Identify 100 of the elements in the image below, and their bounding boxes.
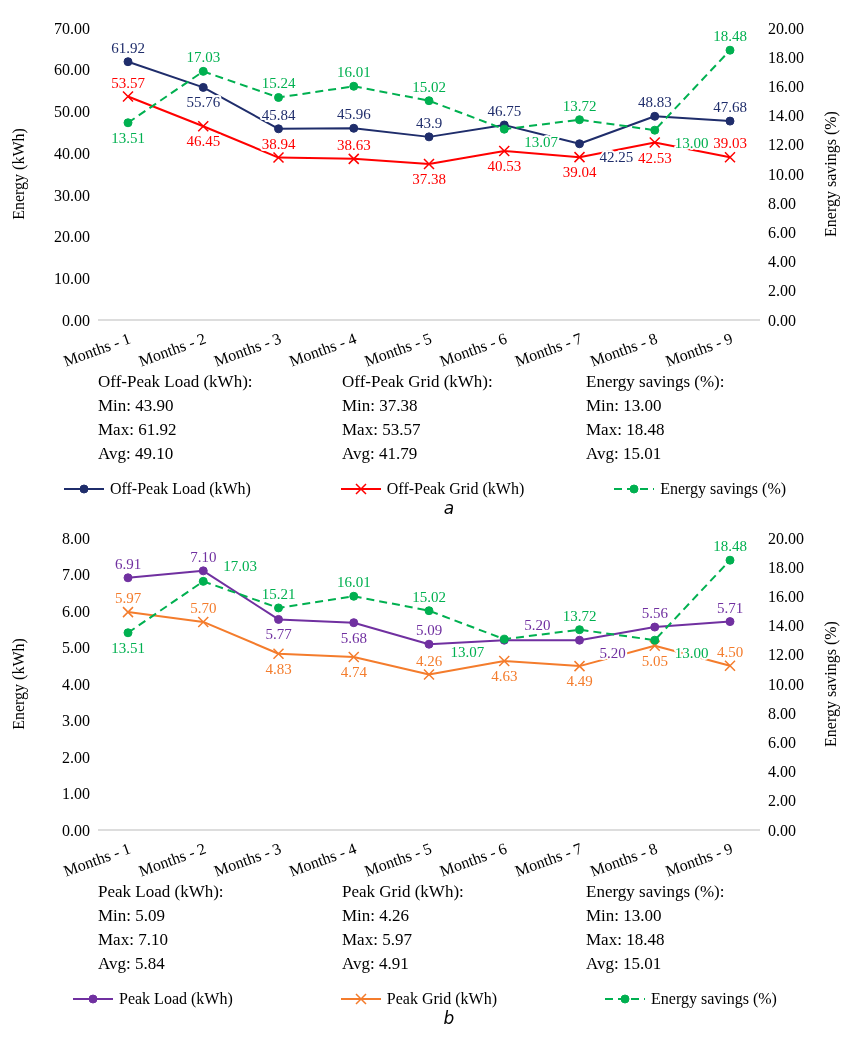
y2-tick-label: 0.00 — [768, 311, 796, 329]
text: b — [442, 1008, 456, 1028]
point — [272, 151, 285, 164]
data-label: 46.45 — [186, 133, 221, 150]
x-tick-label: Months - 7 — [512, 329, 585, 370]
y-axis-title: Energy (kWh) — [9, 638, 28, 730]
x-tick-label: Months - 4 — [286, 329, 359, 370]
y2-tick-label: 0.00 — [768, 821, 796, 839]
data-label: 16.01 — [336, 64, 371, 81]
data-label: 4.50 — [716, 643, 744, 660]
point — [650, 125, 660, 135]
point — [424, 606, 434, 616]
data-label: 15.02 — [412, 78, 446, 95]
data-label: 38.63 — [336, 136, 371, 153]
y2-tick-label: 4.00 — [768, 253, 796, 271]
y-tick-label: 50.00 — [54, 103, 90, 121]
point — [725, 45, 735, 55]
point — [349, 81, 359, 91]
point — [197, 120, 209, 132]
legend-label: Off-Peak Grid (kWh) — [386, 480, 525, 498]
text: Off-Peak Grid (kWh): Min: 37.38 Max: 53.57 Avg: 41.79 — [342, 371, 494, 465]
y-tick-label: 40.00 — [54, 144, 90, 162]
y2-tick-label: 2.00 — [768, 282, 796, 300]
point — [575, 625, 584, 635]
data-label: 45.96 — [336, 106, 372, 123]
text: Energy savings (%): Min: 13.00 Max: 18.48 Avg: 15.01 — [586, 371, 726, 465]
data-label: 5.20 — [524, 617, 551, 634]
data-label: 40.53 — [487, 157, 522, 174]
y2-axis-title: Energy savings (%) — [821, 111, 840, 237]
data-label: 46.75 — [487, 102, 522, 119]
point — [424, 639, 434, 649]
y-tick-label: 1.00 — [62, 785, 90, 803]
text: Off-Peak Load (kWh): Min: 43.90 Max: 61.92 Avg: 49.10 — [98, 371, 254, 465]
point — [198, 566, 208, 576]
y-tick-label: 4.00 — [62, 675, 90, 693]
y-tick-label: 5.00 — [62, 639, 90, 657]
data-label: 39.03 — [713, 135, 747, 152]
y2-axis-title: Energy savings (%) — [821, 621, 840, 747]
y-tick-label: 3.00 — [62, 712, 90, 730]
point — [122, 606, 134, 618]
y2-tick-label: 20.00 — [768, 529, 804, 547]
data-label: 18.48 — [713, 28, 747, 45]
y-tick-label: 70.00 — [54, 19, 90, 37]
point — [122, 90, 134, 103]
data-label: 48.83 — [637, 94, 672, 111]
point — [348, 651, 360, 663]
text: Peak Load (kWh): Min: 5.09 Max: 7.10 Avg: 5.84 — [98, 881, 225, 975]
data-label: 5.70 — [190, 599, 217, 616]
y2-tick-label: 12.00 — [768, 646, 804, 664]
y2-tick-label: 2.00 — [768, 792, 796, 810]
point — [725, 617, 735, 627]
point — [349, 618, 359, 628]
x-tick-label: Months - 5 — [362, 839, 434, 880]
point — [573, 151, 586, 163]
text: Energy savings (%): Min: 13.00 Max: 18.48 Avg: 15.01 — [586, 881, 726, 975]
data-label: 37.38 — [412, 171, 446, 188]
x-tick-label: Months - 9 — [663, 329, 735, 370]
data-label: 13.51 — [111, 129, 145, 146]
y2-tick-label: 6.00 — [768, 224, 796, 242]
y2-tick-label: 18.00 — [768, 558, 804, 576]
y-axis-title: Energy (kWh) — [9, 128, 28, 220]
data-label: 5.97 — [114, 590, 142, 607]
legend-label: Off-Peak Load (kWh) — [109, 480, 251, 498]
data-label: 43.9 — [415, 114, 443, 131]
data-label: 39.04 — [562, 164, 597, 181]
data-label: 5.77 — [265, 626, 293, 643]
data-label: 42.25 — [599, 148, 634, 165]
point — [649, 639, 661, 652]
y-tick-label: 60.00 — [54, 61, 90, 79]
data-label: 13.72 — [562, 97, 597, 114]
y2-tick-label: 12.00 — [768, 136, 804, 154]
point — [123, 573, 133, 583]
point — [575, 139, 584, 149]
y-tick-label: 0.00 — [62, 311, 90, 329]
data-label: 4.26 — [415, 652, 443, 669]
data-label: 4.83 — [265, 660, 292, 677]
y2-tick-label: 14.00 — [768, 617, 804, 635]
data-label: 13.72 — [562, 607, 597, 624]
data-label: 16.01 — [336, 574, 371, 591]
y2-tick-label: 4.00 — [768, 763, 796, 781]
y2-tick-label: 6.00 — [768, 734, 796, 752]
point — [349, 123, 359, 133]
text: a — [442, 498, 456, 518]
x-tick-label: Months - 5 — [362, 329, 434, 370]
point — [274, 614, 283, 624]
point — [198, 576, 208, 586]
point — [424, 96, 434, 106]
point — [423, 668, 435, 681]
point — [348, 153, 360, 165]
data-label: 17.03 — [186, 49, 221, 66]
legend-label: Energy savings (%) — [651, 990, 777, 1008]
point — [650, 635, 660, 645]
x-tick-label: Months - 9 — [663, 839, 735, 880]
data-label: 6.91 — [114, 555, 142, 572]
y2-tick-label: 14.00 — [768, 107, 804, 125]
point — [724, 660, 736, 672]
point — [575, 115, 584, 125]
y2-tick-label: 10.00 — [768, 165, 804, 183]
data-label: 7.10 — [190, 548, 217, 565]
point — [424, 132, 434, 142]
